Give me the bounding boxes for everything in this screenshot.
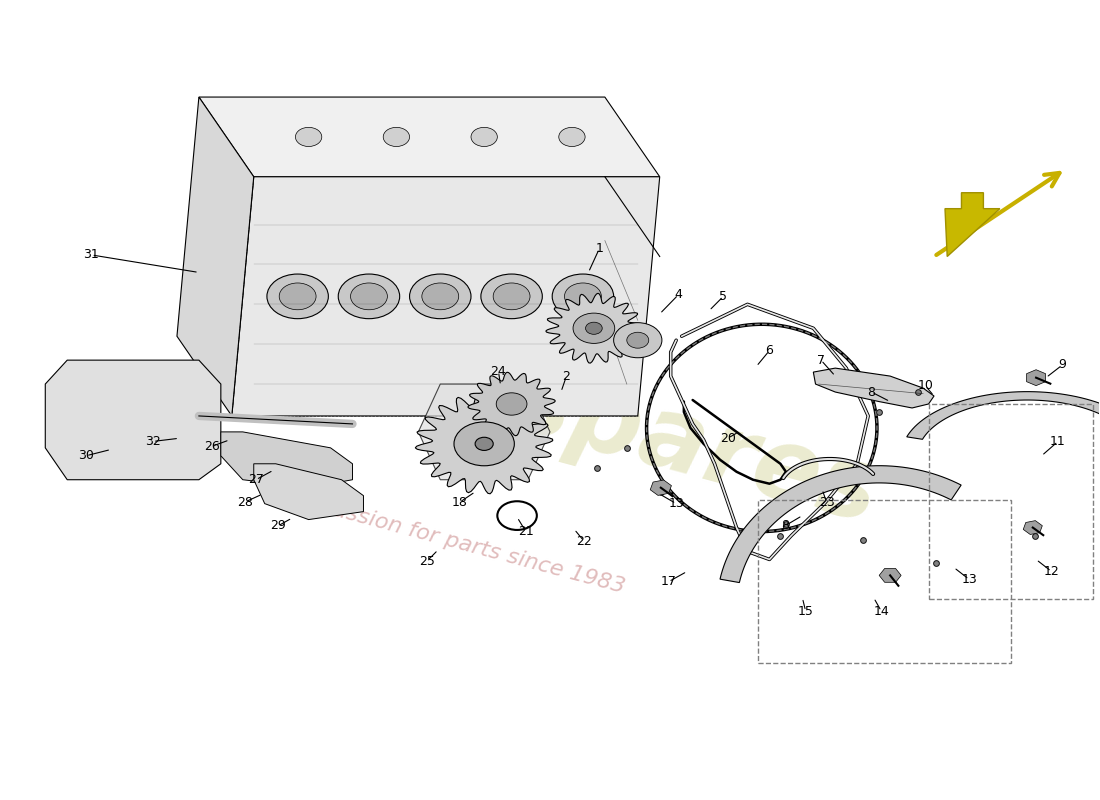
Text: 30: 30 bbox=[78, 450, 94, 462]
Text: 14: 14 bbox=[873, 605, 889, 618]
Circle shape bbox=[614, 322, 662, 358]
Polygon shape bbox=[232, 177, 660, 416]
Text: 6: 6 bbox=[766, 344, 773, 357]
Circle shape bbox=[552, 274, 614, 318]
Circle shape bbox=[471, 127, 497, 146]
Polygon shape bbox=[879, 569, 901, 582]
Text: 7: 7 bbox=[817, 354, 825, 366]
Text: eurospares: eurospares bbox=[254, 287, 890, 545]
Circle shape bbox=[409, 274, 471, 318]
Polygon shape bbox=[45, 360, 221, 480]
Polygon shape bbox=[416, 394, 552, 494]
Text: 28: 28 bbox=[236, 495, 253, 509]
Text: 5: 5 bbox=[719, 290, 727, 303]
Polygon shape bbox=[469, 372, 556, 436]
Polygon shape bbox=[221, 432, 352, 488]
Text: 25: 25 bbox=[419, 554, 435, 567]
Circle shape bbox=[338, 274, 399, 318]
Text: 10: 10 bbox=[917, 379, 933, 392]
Text: 15: 15 bbox=[798, 605, 814, 618]
Circle shape bbox=[267, 274, 329, 318]
Text: 8: 8 bbox=[781, 519, 789, 533]
Text: 18: 18 bbox=[452, 495, 468, 509]
Text: 22: 22 bbox=[576, 534, 592, 548]
Polygon shape bbox=[254, 464, 363, 519]
Polygon shape bbox=[945, 193, 1000, 257]
Circle shape bbox=[564, 283, 602, 310]
Polygon shape bbox=[199, 97, 660, 177]
Polygon shape bbox=[418, 384, 550, 480]
Circle shape bbox=[454, 422, 515, 466]
Text: 23: 23 bbox=[818, 495, 835, 509]
Circle shape bbox=[481, 274, 542, 318]
Circle shape bbox=[383, 127, 409, 146]
Text: 17: 17 bbox=[661, 575, 676, 588]
Polygon shape bbox=[650, 480, 671, 495]
Text: 26: 26 bbox=[205, 440, 220, 453]
Circle shape bbox=[279, 283, 316, 310]
Text: 31: 31 bbox=[84, 249, 99, 262]
Text: 13: 13 bbox=[669, 497, 684, 510]
Polygon shape bbox=[177, 97, 254, 416]
Text: 8: 8 bbox=[868, 386, 876, 398]
Text: 21: 21 bbox=[518, 525, 534, 538]
Polygon shape bbox=[720, 466, 961, 582]
Text: 32: 32 bbox=[145, 435, 161, 448]
Text: a passion for parts since 1983: a passion for parts since 1983 bbox=[297, 490, 627, 597]
Circle shape bbox=[421, 283, 459, 310]
Text: 11: 11 bbox=[1050, 435, 1066, 448]
Text: 1: 1 bbox=[595, 242, 603, 255]
Polygon shape bbox=[813, 368, 934, 408]
Text: 4: 4 bbox=[674, 288, 682, 302]
Text: 24: 24 bbox=[491, 365, 506, 378]
Polygon shape bbox=[1026, 370, 1046, 386]
Text: 12: 12 bbox=[1044, 565, 1059, 578]
Circle shape bbox=[296, 127, 322, 146]
Text: 9: 9 bbox=[1058, 358, 1066, 371]
Text: 27: 27 bbox=[248, 474, 264, 486]
Circle shape bbox=[351, 283, 387, 310]
Circle shape bbox=[475, 438, 493, 450]
Circle shape bbox=[573, 313, 615, 343]
Text: 29: 29 bbox=[270, 519, 286, 533]
Circle shape bbox=[493, 283, 530, 310]
Polygon shape bbox=[1023, 521, 1043, 534]
Text: 20: 20 bbox=[719, 432, 736, 445]
Circle shape bbox=[585, 322, 602, 334]
Circle shape bbox=[627, 332, 649, 348]
Text: 13: 13 bbox=[961, 573, 977, 586]
Polygon shape bbox=[906, 392, 1100, 439]
Text: 2: 2 bbox=[562, 370, 571, 382]
Circle shape bbox=[559, 127, 585, 146]
Circle shape bbox=[496, 393, 527, 415]
Polygon shape bbox=[546, 294, 642, 363]
